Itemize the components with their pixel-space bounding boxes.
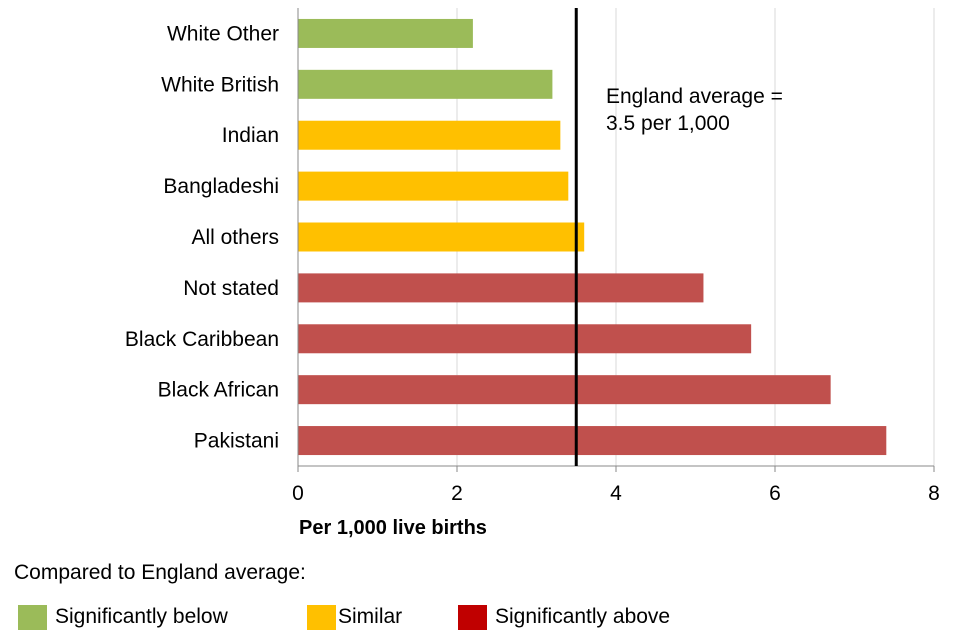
category-label: Bangladeshi [163,175,279,198]
category-label: White Other [167,22,279,45]
legend-label-similar: Similar [338,605,403,628]
category-label: Black African [158,379,279,402]
bar-black-caribbean [298,324,752,354]
category-label: Not stated [183,277,279,300]
legend-label-above: Significantly above [495,605,671,628]
bar-all-others [298,222,585,252]
bar-chart: White Other White British Indian Bangladesh… [125,8,940,539]
category-label: Black Caribbean [125,328,279,351]
bar-indian [298,120,561,150]
bars [298,18,887,456]
x-tick-label: 6 [769,482,781,505]
legend-item-similar: Similar [307,604,402,630]
x-axis [297,8,935,472]
x-axis-title: Per 1,000 live births [299,517,487,539]
category-label: Indian [222,124,279,147]
bar-white-other [298,18,473,48]
legend-swatch-above [458,604,487,630]
x-tick-label: 8 [928,482,940,505]
legend-label-below: Significantly below [55,605,228,628]
legend-swatch-similar [307,604,336,630]
category-label: Pakistani [194,430,279,453]
legend-item-below: Significantly below [18,604,228,630]
category-label: All others [191,226,279,249]
category-label: White British [161,73,279,96]
england-average-label-line2: 3.5 per 1,000 [606,112,730,135]
x-tick-label: 4 [610,482,622,505]
bar-bangladeshi [298,171,569,201]
legend-swatch-below [18,604,47,630]
x-tick-labels: 0 2 4 6 8 [292,482,940,505]
bar-pakistani [298,426,887,456]
bar-not-stated [298,273,704,303]
x-tick-label: 2 [451,482,463,505]
legend-item-above: Significantly above [458,604,670,630]
category-labels: White Other White British Indian Bangladesh… [125,22,279,452]
legend-title: Compared to England average: [14,561,306,584]
bar-white-british [298,69,553,99]
bar-black-african [298,375,831,405]
x-tick-label: 0 [292,482,304,505]
england-average-label-line1: England average = [606,85,783,108]
